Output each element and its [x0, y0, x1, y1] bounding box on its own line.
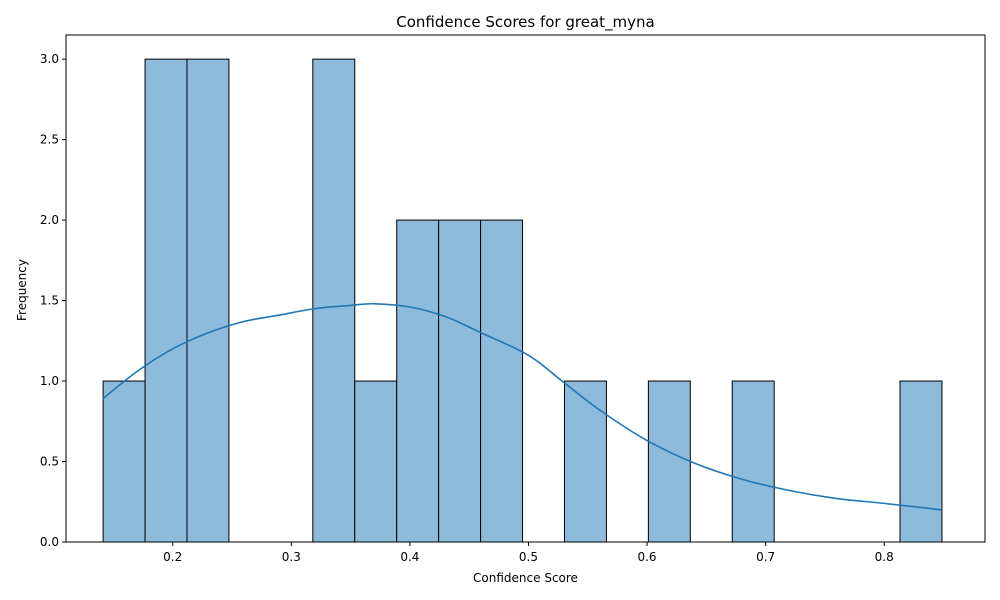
x-tick-label: 0.4 [400, 550, 419, 564]
histogram-bar [563, 380, 607, 543]
histogram-bar [647, 380, 691, 543]
histogram-bars [102, 58, 943, 543]
histogram-bar [438, 219, 482, 543]
histogram-bar [480, 219, 524, 543]
histogram-bar [102, 380, 146, 543]
histogram-bar [396, 219, 440, 543]
y-tick-label: 0.5 [40, 455, 59, 469]
x-axis-label: Confidence Score [473, 571, 578, 585]
y-tick-label: 1.5 [40, 294, 59, 308]
y-tick-label: 2.0 [40, 213, 59, 227]
x-axis-ticks: 0.2 0.3 0.4 0.5 0.6 0.7 0.8 [163, 542, 894, 564]
kde-line [102, 302, 942, 511]
plot-area-frame [65, 34, 986, 543]
y-tick-label: 2.5 [40, 133, 59, 147]
x-tick-label: 0.6 [637, 550, 656, 564]
x-tick-label: 0.7 [756, 550, 775, 564]
x-tick-label: 0.3 [282, 550, 301, 564]
y-axis-label: Frequency [15, 259, 29, 321]
y-tick-label: 0.0 [40, 535, 59, 549]
histogram-bar [186, 58, 230, 543]
x-tick-label: 0.5 [519, 550, 538, 564]
x-tick-label: 0.2 [163, 550, 182, 564]
y-tick-label: 1.0 [40, 374, 59, 388]
histogram-bar [312, 58, 356, 543]
histogram-bar [899, 380, 943, 543]
chart-title: Confidence Scores for great_myna [396, 13, 654, 32]
histogram-bar [144, 58, 188, 543]
x-tick-label: 0.8 [875, 550, 894, 564]
histogram-bar [354, 380, 398, 543]
histogram-bar [731, 380, 775, 543]
y-axis-ticks: 0.0 0.5 1.0 1.5 2.0 2.5 3.0 [40, 52, 66, 549]
y-tick-label: 3.0 [40, 52, 59, 66]
